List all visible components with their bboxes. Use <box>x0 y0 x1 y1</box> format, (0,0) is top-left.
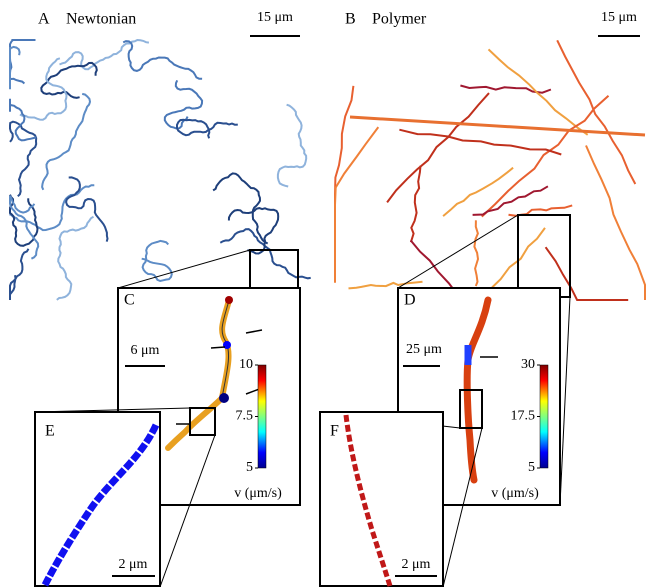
trajectory <box>212 172 269 245</box>
trajectory <box>409 165 422 243</box>
panel-title: Polymer <box>372 11 427 28</box>
connector <box>442 427 483 587</box>
point <box>219 393 229 403</box>
connector <box>159 434 216 587</box>
trajectory <box>41 92 92 191</box>
colorbar-label: v (μm/s) <box>491 486 539 501</box>
trajectory <box>473 220 480 287</box>
trajectory <box>41 423 160 587</box>
trajectory <box>141 239 173 283</box>
polymer-trajectories <box>334 39 646 301</box>
trajectory <box>585 145 646 300</box>
trajectory <box>227 207 280 255</box>
colorbar-tick-label: 7.5 <box>236 409 254 424</box>
trajectory <box>334 126 380 283</box>
panel-label: F <box>330 423 339 440</box>
scale-label: 15 μm <box>257 10 293 25</box>
trajectory <box>463 296 492 484</box>
zoom-box <box>459 389 483 429</box>
scale-label: 6 μm <box>131 343 160 358</box>
panel-label: E <box>45 423 55 440</box>
colorbar: 5 7.5 10 <box>236 357 267 475</box>
scale-label: 25 μm <box>406 342 442 357</box>
colorbar-gradient <box>257 364 267 469</box>
trajectory <box>544 246 629 301</box>
colorbar-gradient <box>539 364 549 469</box>
trajectory <box>56 215 95 301</box>
trajectory <box>9 194 39 247</box>
panel-label: C <box>124 292 135 309</box>
colorbar-tick-label: 5 <box>246 460 253 475</box>
connector <box>397 214 519 289</box>
colorbar-label: v (μm/s) <box>234 486 282 501</box>
point <box>225 296 233 304</box>
trajectory <box>343 414 393 587</box>
scale-label: 2 μm <box>402 557 431 572</box>
panel-label: A <box>38 11 50 28</box>
trajectory <box>9 45 21 90</box>
trajectory <box>334 85 355 241</box>
panel-title: Newtonian <box>66 11 136 28</box>
connector <box>559 296 571 506</box>
trajectory <box>348 280 423 290</box>
trajectory <box>349 115 646 137</box>
arrow <box>176 329 263 425</box>
trajectory <box>442 166 514 217</box>
trajectory <box>472 185 549 216</box>
trajectory <box>487 48 589 136</box>
colorbar-tick-label: 5 <box>528 460 535 475</box>
connector <box>117 249 251 289</box>
newtonian-trajectories <box>9 38 311 301</box>
trajectory <box>556 39 637 185</box>
trajectory <box>19 57 68 121</box>
zoom-box <box>189 407 216 436</box>
trajectory <box>399 128 562 156</box>
trajectory <box>59 38 150 71</box>
trajectory <box>9 98 37 142</box>
trajectory <box>481 94 610 218</box>
trajectory <box>40 61 98 99</box>
trajectory <box>9 248 30 300</box>
colorbar-tick-label: 17.5 <box>511 409 536 424</box>
trajectory <box>122 40 203 80</box>
trajectory <box>163 79 204 130</box>
trajectory <box>219 228 311 280</box>
colorbar-tick-label: 10 <box>239 357 253 372</box>
zoom-box <box>517 214 571 298</box>
trajectory <box>176 118 238 139</box>
trajectory <box>386 92 490 204</box>
trajectory <box>65 176 109 242</box>
trajectory <box>9 184 95 232</box>
panel-label: B <box>345 11 356 28</box>
trajectory <box>276 103 308 188</box>
trajectory <box>9 120 38 198</box>
trajectory <box>9 195 40 260</box>
colorbar: 5 17.5 30 <box>511 357 549 475</box>
scale-label: 15 μm <box>601 10 637 25</box>
colorbar-tick-label: 30 <box>521 357 535 372</box>
scale-label: 2 μm <box>119 557 148 572</box>
panel-label: D <box>404 292 416 309</box>
